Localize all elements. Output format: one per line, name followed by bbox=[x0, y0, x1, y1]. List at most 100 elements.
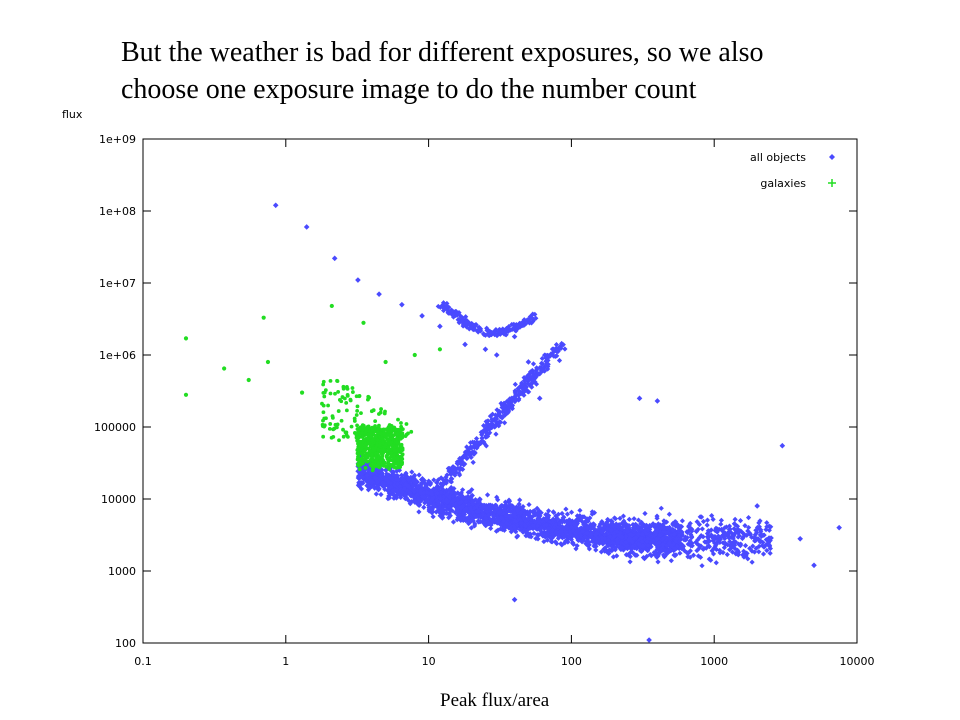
all-objects-point bbox=[609, 519, 615, 525]
all-objects-point bbox=[533, 381, 540, 387]
all-objects-point bbox=[506, 507, 512, 514]
all-objects-point bbox=[621, 523, 627, 529]
all-objects-point bbox=[454, 506, 461, 512]
galaxies-point bbox=[376, 461, 381, 465]
all-objects-point bbox=[747, 531, 753, 538]
all-objects-point bbox=[763, 537, 769, 543]
galaxies-point bbox=[339, 399, 344, 404]
all-objects-point bbox=[611, 544, 617, 550]
all-objects-point bbox=[619, 534, 625, 540]
all-objects-point bbox=[626, 516, 632, 522]
legend-label-all-objects: all objects bbox=[750, 151, 806, 164]
galaxies-point bbox=[183, 392, 189, 397]
galaxies-point bbox=[378, 431, 383, 436]
galaxies-point bbox=[394, 427, 399, 432]
all-objects-point bbox=[450, 498, 456, 504]
all-objects-point bbox=[467, 450, 473, 456]
all-objects-point bbox=[465, 514, 472, 521]
all-objects-point bbox=[361, 469, 367, 475]
galaxies-point bbox=[392, 461, 397, 466]
all-objects-point bbox=[472, 450, 478, 456]
all-objects-point bbox=[531, 530, 537, 537]
all-objects-point bbox=[493, 528, 500, 534]
all-objects-point bbox=[520, 507, 526, 513]
all-objects-point bbox=[482, 503, 488, 509]
all-objects-point bbox=[522, 523, 528, 529]
all-objects-point bbox=[753, 537, 759, 544]
all-objects-point bbox=[532, 379, 538, 385]
y-tick-label: 1e+08 bbox=[99, 205, 136, 218]
all-objects-point bbox=[582, 534, 588, 540]
all-objects-point bbox=[437, 504, 443, 510]
all-objects-point bbox=[506, 525, 512, 531]
all-objects-point bbox=[468, 496, 474, 502]
all-objects-point bbox=[767, 542, 773, 549]
galaxies-point bbox=[355, 438, 360, 443]
all-objects-point bbox=[431, 477, 437, 483]
all-objects-point bbox=[447, 478, 453, 484]
galaxies-point bbox=[354, 413, 359, 417]
all-objects-point bbox=[705, 533, 711, 540]
all-objects-point bbox=[638, 548, 645, 555]
all-objects-point bbox=[629, 539, 635, 545]
all-objects-point bbox=[586, 546, 592, 552]
all-objects-point bbox=[640, 554, 647, 561]
galaxies-point bbox=[404, 432, 409, 437]
all-objects-point bbox=[565, 539, 571, 545]
all-objects-point bbox=[449, 468, 455, 474]
all-objects-point bbox=[735, 530, 741, 536]
all-objects-point bbox=[511, 524, 517, 530]
all-objects-point bbox=[466, 326, 472, 332]
all-objects-point bbox=[797, 536, 803, 542]
all-objects-point bbox=[608, 539, 614, 545]
galaxies-point bbox=[183, 336, 189, 341]
all-objects-point bbox=[455, 490, 461, 496]
all-objects-point bbox=[454, 497, 460, 503]
all-objects-point bbox=[514, 326, 520, 332]
all-objects-point bbox=[699, 563, 705, 569]
all-objects-point bbox=[564, 519, 570, 525]
all-objects-point bbox=[602, 545, 608, 551]
all-objects-point bbox=[659, 544, 666, 551]
all-objects-point bbox=[451, 502, 457, 508]
all-objects-point bbox=[640, 543, 646, 549]
all-objects-point bbox=[741, 548, 747, 554]
all-objects-point bbox=[477, 439, 483, 446]
all-objects-point bbox=[446, 498, 452, 504]
all-objects-point bbox=[584, 530, 590, 536]
all-objects-point bbox=[655, 559, 661, 565]
all-objects-point bbox=[433, 499, 439, 505]
all-objects-point bbox=[698, 532, 704, 539]
all-objects-point bbox=[564, 511, 571, 517]
legend-marker-all-objects bbox=[829, 154, 835, 160]
all-objects-point bbox=[733, 539, 739, 545]
all-objects-point bbox=[586, 539, 592, 545]
all-objects-point bbox=[434, 498, 440, 504]
galaxies-point bbox=[361, 320, 366, 325]
all-objects-point bbox=[366, 484, 372, 491]
all-objects-point bbox=[439, 484, 445, 490]
all-objects-point bbox=[429, 491, 435, 498]
all-objects-point bbox=[752, 532, 758, 538]
all-objects-point bbox=[710, 551, 717, 557]
all-objects-point bbox=[405, 497, 412, 503]
all-objects-point bbox=[456, 320, 462, 326]
galaxies-point bbox=[357, 467, 362, 472]
all-objects-point bbox=[630, 543, 636, 549]
all-objects-point bbox=[625, 552, 631, 558]
all-objects-point bbox=[519, 380, 525, 386]
all-objects-point bbox=[548, 539, 554, 545]
all-objects-point bbox=[653, 536, 660, 542]
all-objects-point bbox=[393, 493, 400, 499]
all-objects-point bbox=[472, 441, 478, 448]
all-objects-point bbox=[749, 548, 755, 554]
all-objects-point bbox=[552, 353, 558, 360]
all-objects-point bbox=[619, 526, 625, 533]
all-objects-point bbox=[449, 308, 456, 314]
galaxies-point bbox=[321, 379, 326, 384]
all-objects-point bbox=[455, 461, 461, 467]
x-tick-label: 1 bbox=[282, 655, 289, 668]
all-objects-point bbox=[559, 340, 565, 347]
all-objects-point bbox=[661, 532, 667, 539]
galaxies-point bbox=[345, 393, 350, 398]
